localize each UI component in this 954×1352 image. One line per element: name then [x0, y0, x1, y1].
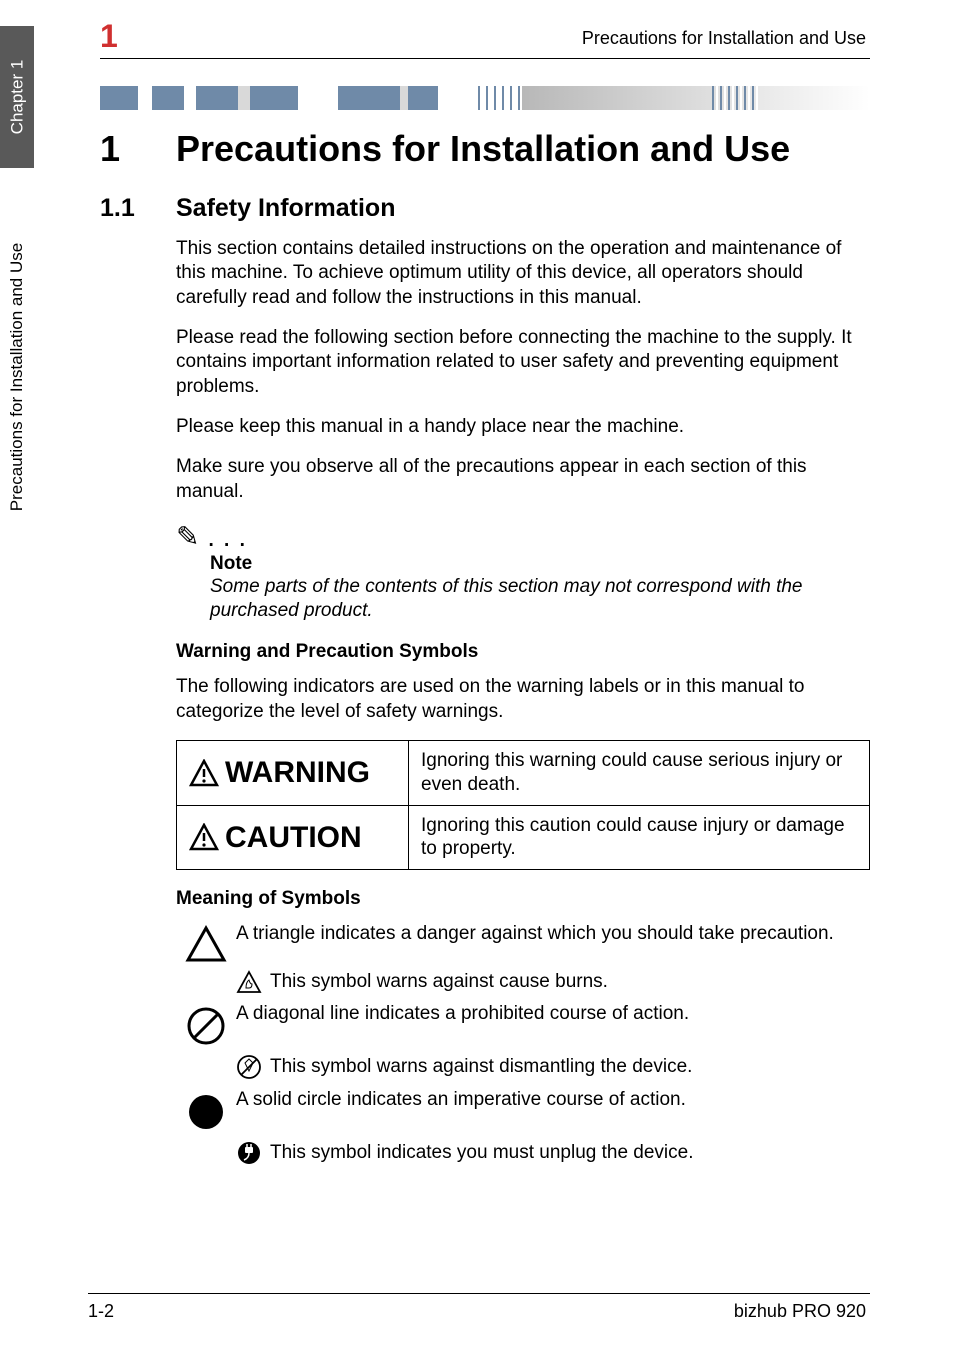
warning-table: WARNING Ignoring this warning could caus… [176, 740, 870, 870]
meaning-text: A triangle indicates a danger against wh… [236, 922, 870, 946]
chapter-heading-number: 1 [100, 128, 176, 170]
burn-warning-icon [236, 970, 262, 994]
body-paragraph: Please keep this manual in a handy place… [176, 415, 870, 439]
warning-section-title: Warning and Precaution Symbols [176, 641, 870, 663]
meaning-sub-text: This symbol warns against dismantling th… [270, 1056, 692, 1078]
footer-page-number: 1-2 [88, 1301, 114, 1322]
meaning-sub-text: This symbol indicates you must unplug th… [270, 1142, 694, 1164]
meaning-section-title: Meaning of Symbols [176, 888, 870, 910]
body-paragraph: Make sure you observe all of the precaut… [176, 455, 870, 504]
header-rule [100, 58, 870, 59]
meaning-text: A solid circle indicates an imperative c… [236, 1088, 870, 1112]
body-paragraph: Please read the following section before… [176, 326, 870, 399]
warning-label-cell: WARNING [177, 741, 409, 806]
footer-product-name: bizhub PRO 920 [734, 1301, 866, 1322]
running-header: Precautions for Installation and Use [582, 28, 866, 49]
side-tab-chapter-label: Chapter 1 [7, 60, 27, 135]
warning-triangle-icon [189, 759, 219, 787]
side-tab-title-label: Precautions for Installation and Use [7, 243, 27, 511]
warning-section-intro: The following indicators are used on the… [176, 675, 870, 724]
caution-triangle-icon [189, 823, 219, 851]
note-body: Some parts of the contents of this secti… [210, 575, 870, 624]
note-label: Note [210, 553, 870, 575]
section-heading: 1.1 Safety Information [100, 194, 870, 223]
note-icon: ✎ . . . [176, 520, 870, 553]
meaning-text: A diagonal line indicates a prohibited c… [236, 1002, 870, 1026]
decorative-bar [100, 86, 870, 110]
body-paragraph: This section contains detailed instructi… [176, 237, 870, 310]
meaning-sub-row: This symbol warns against cause burns. [236, 970, 870, 994]
warning-label-text: WARNING [225, 754, 370, 792]
section-heading-text: Safety Information [176, 194, 395, 223]
footer-rule [88, 1293, 870, 1294]
meaning-row: A triangle indicates a danger against wh… [176, 922, 870, 964]
meaning-sub-row: This symbol warns against dismantling th… [236, 1054, 870, 1080]
section-heading-number: 1.1 [100, 194, 176, 223]
chapter-heading: 1 Precautions for Installation and Use [100, 128, 870, 170]
meaning-row: A solid circle indicates an imperative c… [176, 1088, 870, 1134]
unplug-icon [236, 1140, 262, 1166]
no-dismantle-icon [236, 1054, 262, 1080]
prohibit-icon [176, 1002, 236, 1048]
solid-circle-icon [176, 1088, 236, 1134]
table-row: CAUTION Ignoring this caution could caus… [177, 805, 870, 870]
meaning-sub-row: This symbol indicates you must unplug th… [236, 1140, 870, 1166]
caution-label-text: CAUTION [225, 819, 362, 857]
caution-label-cell: CAUTION [177, 805, 409, 870]
table-row: WARNING Ignoring this warning could caus… [177, 741, 870, 806]
warning-desc-cell: Ignoring this warning could cause seriou… [409, 741, 870, 806]
side-tab-chapter: Chapter 1 [0, 26, 34, 168]
side-tab-title: Precautions for Installation and Use [0, 176, 34, 578]
meaning-row: A diagonal line indicates a prohibited c… [176, 1002, 870, 1048]
meaning-sub-text: This symbol warns against cause burns. [270, 971, 608, 993]
chapter-heading-text: Precautions for Installation and Use [176, 128, 790, 170]
caution-desc-cell: Ignoring this caution could cause injury… [409, 805, 870, 870]
triangle-icon [176, 922, 236, 964]
header-chapter-number: 1 [100, 18, 118, 55]
